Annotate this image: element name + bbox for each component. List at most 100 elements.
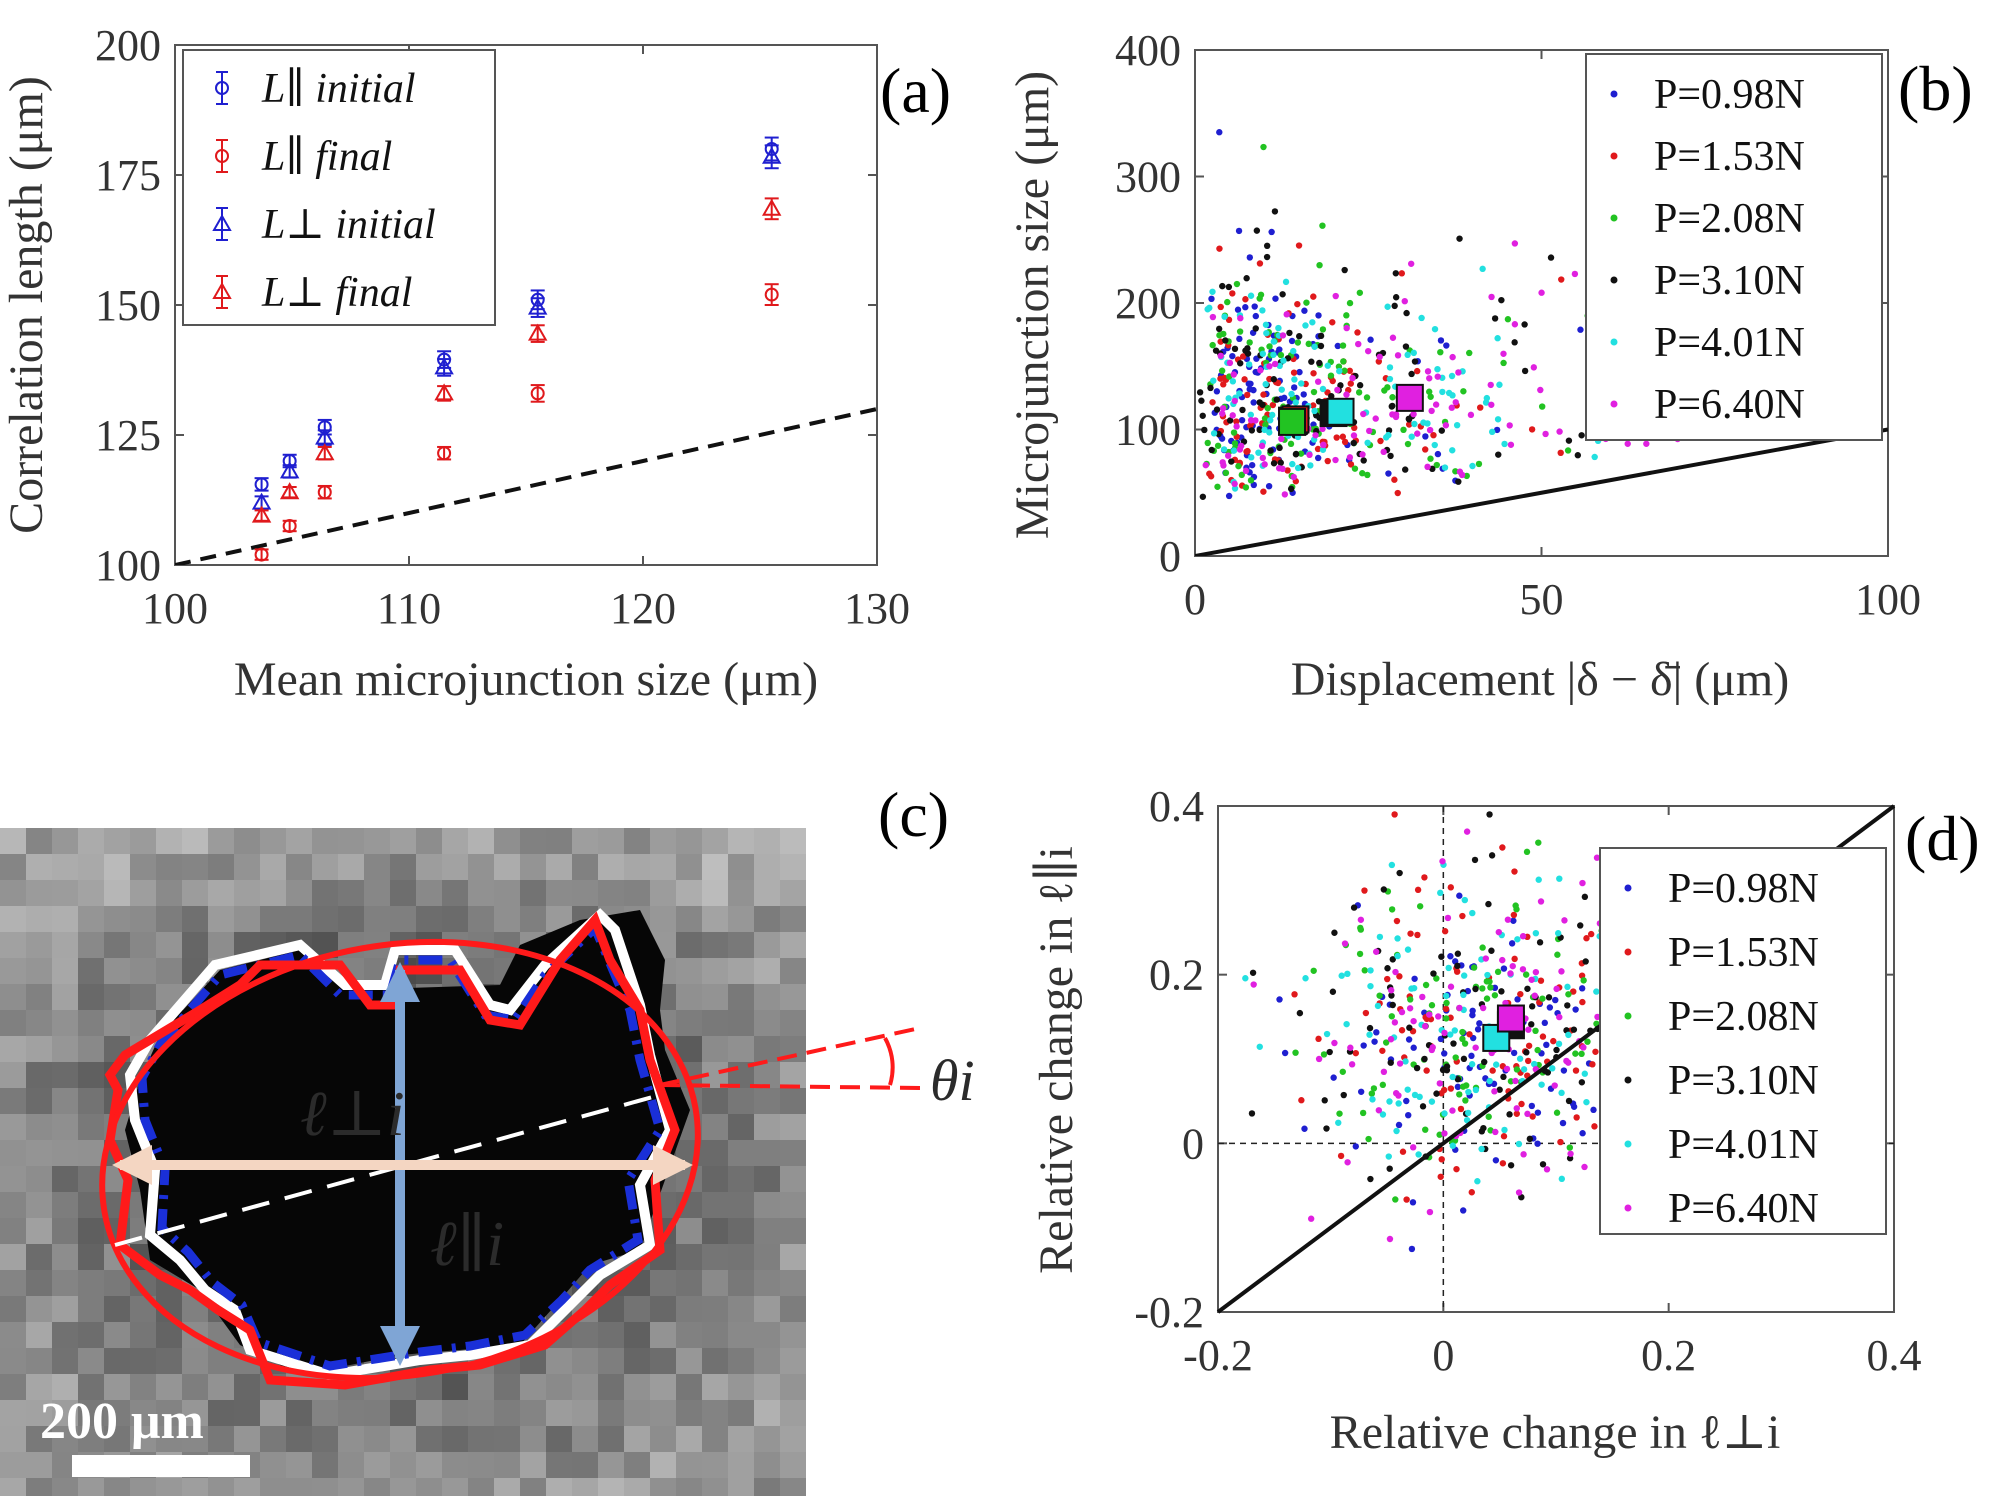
scatter-dot — [1460, 991, 1467, 999]
image-pixel — [0, 984, 27, 1011]
image-pixel — [754, 1036, 781, 1063]
scatter-dot — [1248, 454, 1255, 461]
scatter-dot — [1498, 296, 1505, 304]
scatter-dot — [1246, 254, 1254, 261]
scatter-dot — [1507, 441, 1515, 448]
scatter-dot — [1319, 326, 1327, 333]
image-pixel — [728, 1400, 755, 1427]
scatter-dot — [1487, 984, 1494, 991]
scatter-dot — [1259, 307, 1266, 314]
scatter-dot — [1447, 983, 1455, 990]
scatter-dot — [1229, 378, 1237, 385]
scatter-dot — [1549, 1065, 1556, 1072]
image-pixel — [104, 1296, 131, 1323]
image-pixel — [754, 1426, 781, 1453]
image-pixel — [728, 1114, 755, 1141]
image-pixel — [130, 906, 157, 933]
scatter-dot — [1370, 1085, 1378, 1092]
scatter-dot — [1508, 940, 1516, 947]
legend-marker — [1624, 1012, 1632, 1020]
scatter-dot — [1238, 416, 1246, 424]
image-pixel — [702, 1218, 729, 1245]
scatter-dot — [1394, 952, 1401, 960]
scatter-dot — [1501, 440, 1508, 448]
scatter-dot — [1511, 339, 1518, 346]
image-pixel — [286, 880, 313, 907]
scatter-dot — [1320, 441, 1327, 449]
legend-marker — [1610, 214, 1618, 222]
image-pixel — [780, 1478, 806, 1496]
scatter-dot — [1469, 462, 1476, 470]
scatter-dot — [1537, 386, 1544, 394]
scatter-dot — [1411, 975, 1418, 982]
scatter-dot — [1242, 484, 1250, 491]
image-pixel — [52, 1244, 79, 1271]
image-pixel — [546, 1478, 573, 1496]
image-pixel — [130, 1400, 157, 1427]
image-pixel — [754, 1348, 781, 1375]
scatter-dot — [1252, 325, 1259, 332]
scatter-dot — [1564, 983, 1571, 991]
panel-d-ylabel: Relative change in ℓ∥i — [1030, 846, 1083, 1274]
scatter-dot — [1452, 399, 1459, 406]
scatter-dot — [1262, 321, 1270, 328]
scatter-dot — [1430, 431, 1437, 439]
image-pixel — [702, 932, 729, 959]
panel-b-reference-line — [1195, 427, 1888, 556]
scatter-dot — [1500, 965, 1508, 972]
scatter-dot — [1229, 412, 1236, 419]
scatter-dot — [1436, 1080, 1443, 1087]
panel-b-ytick-label: 100 — [1115, 406, 1181, 455]
scatter-dot — [1317, 342, 1325, 350]
scatter-dot — [1402, 466, 1409, 473]
scatter-dot — [1414, 931, 1421, 939]
panel-a-xtick-label: 120 — [610, 584, 676, 633]
image-pixel — [78, 1244, 105, 1271]
scatter-dot — [1553, 1046, 1560, 1054]
image-pixel — [234, 880, 261, 907]
scatter-dot — [1565, 1031, 1572, 1039]
scatter-dot — [1553, 985, 1560, 993]
scatter-dot — [1319, 425, 1326, 433]
image-pixel — [26, 1400, 53, 1427]
image-pixel — [546, 854, 573, 881]
scatter-dot — [1343, 391, 1350, 398]
scatter-dot — [1387, 1059, 1394, 1066]
scatter-dot — [1281, 394, 1288, 402]
scatter-dot — [1324, 457, 1331, 465]
image-pixel — [728, 1088, 755, 1115]
image-pixel — [468, 1478, 495, 1496]
scatter-dot — [1298, 1097, 1305, 1104]
scatter-dot — [1357, 916, 1365, 923]
image-pixel — [416, 906, 443, 933]
scatter-dot — [1564, 1002, 1571, 1009]
legend-box — [1599, 847, 1887, 1235]
scatter-dot — [1352, 1143, 1359, 1150]
scatter-dot — [1339, 433, 1347, 440]
scatter-dot — [1319, 222, 1326, 229]
image-pixel — [130, 1322, 157, 1349]
scatter-dot — [1379, 1111, 1387, 1118]
scatter-dot — [1643, 440, 1650, 447]
image-pixel — [702, 984, 729, 1011]
scatter-dot — [1475, 460, 1483, 468]
scatter-dot — [1253, 227, 1261, 234]
scatter-dot — [1314, 378, 1322, 385]
image-pixel — [182, 828, 209, 855]
scatter-dot — [1294, 464, 1302, 472]
image-pixel — [390, 854, 417, 881]
scatter-dot — [1391, 1019, 1399, 1026]
image-pixel — [546, 1400, 573, 1427]
scatter-dot — [1289, 460, 1296, 468]
scatter-dot — [1237, 314, 1244, 322]
scatter-dot — [1364, 471, 1371, 479]
image-pixel — [780, 1062, 806, 1089]
scatter-dot — [1338, 972, 1345, 979]
legend-label: P=0.98N — [1668, 866, 1819, 912]
image-pixel — [78, 1114, 105, 1141]
scatter-dot — [1236, 335, 1243, 343]
image-pixel — [26, 1114, 53, 1141]
scatter-dot — [1530, 364, 1538, 371]
scatter-dot — [1224, 298, 1231, 306]
scatter-dot — [1236, 446, 1244, 453]
